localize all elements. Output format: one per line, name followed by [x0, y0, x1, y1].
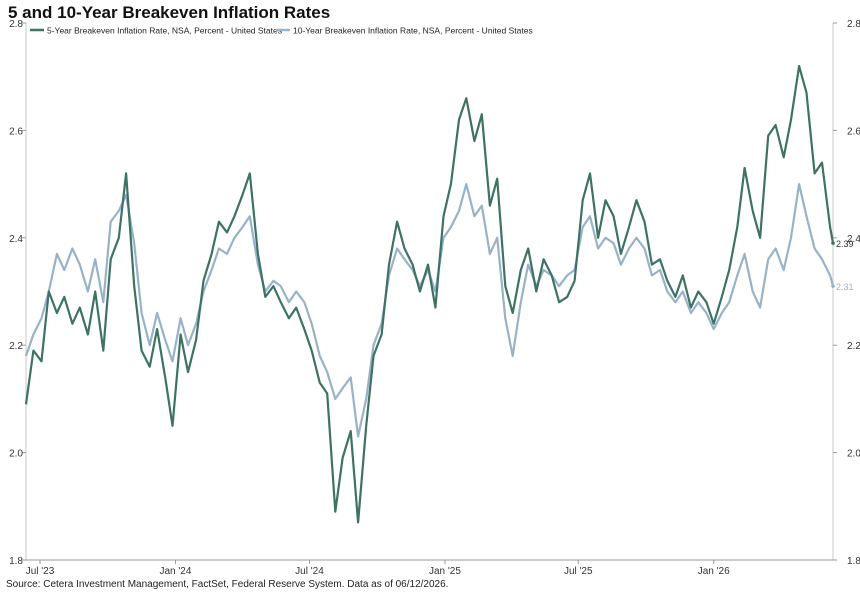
chart-lines	[24, 64, 835, 524]
x-tick-label: Jul '24	[295, 566, 324, 577]
x-tick-label: Jan '26	[698, 566, 730, 577]
y-tick-label-left: 2.2	[9, 341, 23, 352]
legend-label: 10-Year Breakeven Inflation Rate, NSA, P…	[293, 26, 533, 36]
x-tick-label: Jul '23	[26, 566, 55, 577]
end-value-labels: 2.39 2.31	[831, 239, 854, 292]
y-tick-label-left: 1.8	[9, 556, 23, 567]
legend-label: 5-Year Breakeven Inflation Rate, NSA, Pe…	[47, 26, 282, 36]
end-point-marker	[831, 284, 835, 288]
y-tick-label-left: 2.6	[9, 126, 23, 137]
x-tick-label: Jul '25	[564, 566, 593, 577]
chart-axes: 1.8 1.8 2.0 2.0 2.2 2.2 2.4 2.4 2.6 2.6 2.8 2.8 Jul …	[9, 19, 860, 577]
y-tick-label-right: 2.2	[847, 341, 860, 352]
y-tick-label-right: 1.8	[847, 556, 860, 567]
x-tick-label: Jan '24	[160, 566, 192, 577]
y-tick-label-right: 2.0	[847, 449, 860, 460]
end-point-marker	[831, 241, 835, 245]
end-value-label: 2.31	[836, 282, 854, 292]
chart-legend: 5-Year Breakeven Inflation Rate, NSA, Pe…	[30, 26, 533, 36]
y-tick-label-right: 2.8	[847, 19, 860, 30]
y-tick-label-right: 2.4	[847, 234, 860, 245]
x-tick-label: Jan '25	[429, 566, 461, 577]
y-tick-label-left: 2.4	[9, 234, 23, 245]
source-note: Source: Cetera Investment Management, Fa…	[6, 579, 449, 590]
y-tick-label-left: 2.8	[9, 19, 23, 30]
end-value-label: 2.39	[836, 239, 854, 249]
series-line-5-year	[24, 64, 835, 524]
series-line-10-year	[24, 183, 835, 438]
chart-title: 5 and 10-Year Breakeven Inflation Rates	[8, 3, 331, 22]
y-tick-label-left: 2.0	[9, 449, 23, 460]
y-tick-label-right: 2.6	[847, 126, 860, 137]
